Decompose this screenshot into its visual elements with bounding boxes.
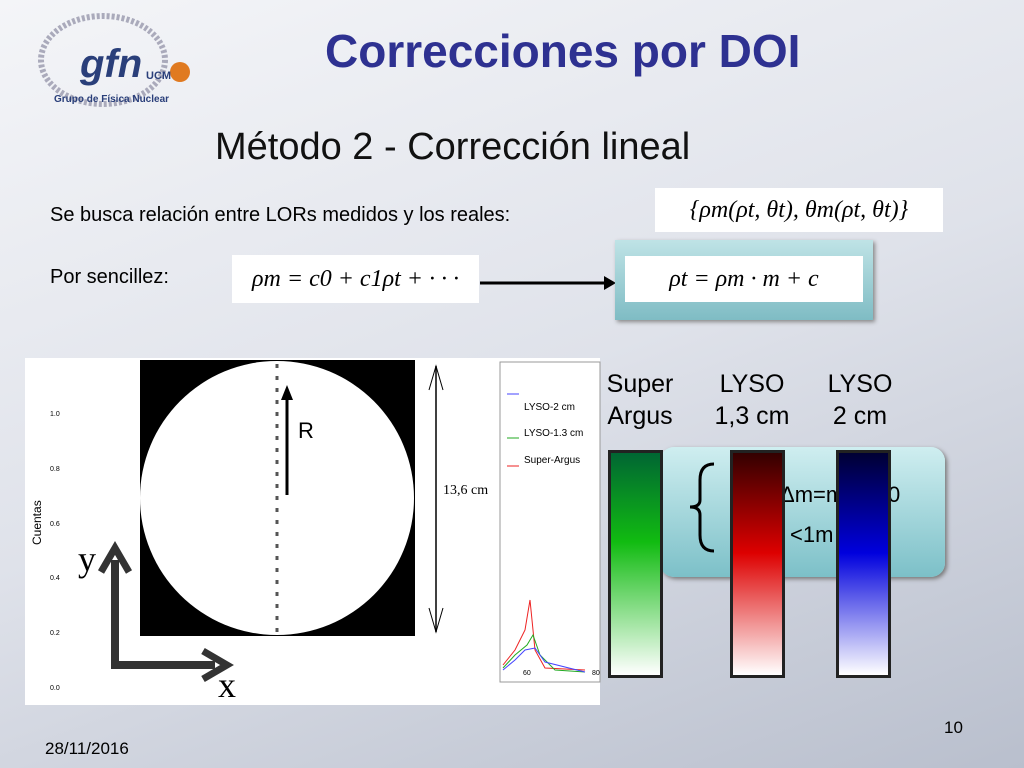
note-box — [660, 447, 945, 577]
figure-drawing — [97, 360, 601, 683]
y-tick: 0.0 — [50, 684, 60, 692]
y-ticks: 1.0 0.8 0.6 0.4 0.2 0.0 — [50, 388, 60, 717]
crystal-bar — [836, 450, 891, 678]
y-tick: 1.0 — [50, 411, 60, 418]
formula: {ρm(ρt, θt), θm(ρt, θt)} — [655, 188, 943, 232]
crystal-label: Super Argus — [606, 370, 674, 430]
note-text: 0 — [888, 482, 901, 507]
brace — [689, 462, 715, 553]
page-number: 10 — [944, 718, 963, 737]
y-tick: 0.2 — [50, 630, 60, 638]
text: Se busca relación entre LORs medidos y l… — [50, 204, 511, 226]
diameter-label: 13,6 cm — [443, 483, 489, 498]
subtitle: Método 2 - Corrección lineal — [215, 126, 691, 168]
legend-entry: Super-Argus — [524, 455, 581, 466]
title: Correcciones por DOI — [325, 25, 801, 77]
date: 28/11/2016 — [45, 739, 129, 758]
crystal-bar — [608, 450, 663, 678]
y-tick: 0.4 — [50, 575, 60, 583]
text: Por sencillez: — [50, 266, 169, 288]
y-tick: 0.6 — [50, 520, 60, 528]
formula: ρm = c0 + c1ρt + · · · — [232, 255, 479, 303]
logo-name: gfn — [80, 42, 143, 86]
y-label: Cuentas — [30, 500, 44, 545]
logo-caption: Grupo de Física Nuclear — [54, 94, 170, 105]
y-tick: 0.8 — [50, 465, 60, 473]
note-text: <1m — [790, 522, 834, 547]
crystal-label: LYSO 1,3 cm — [714, 370, 790, 430]
x-tick: 80 — [592, 670, 600, 677]
note-text: Δm=m — [780, 482, 845, 507]
axis-label: x — [218, 665, 236, 705]
crystal-label: LYSO 2 cm — [827, 370, 893, 430]
axis-label: y — [78, 539, 96, 579]
arrow — [480, 276, 616, 290]
legend-entry: LYSO-1.3 cm — [524, 428, 584, 439]
legend-entry: LYSO-2 cm — [524, 402, 575, 413]
radius-label: R — [298, 418, 314, 443]
x-tick: 60 — [523, 670, 531, 677]
logo-sub: UCM — [146, 70, 172, 82]
logo — [38, 13, 190, 107]
crystal-bar — [730, 450, 785, 678]
formula: ρt = ρm · m + c — [625, 256, 863, 302]
